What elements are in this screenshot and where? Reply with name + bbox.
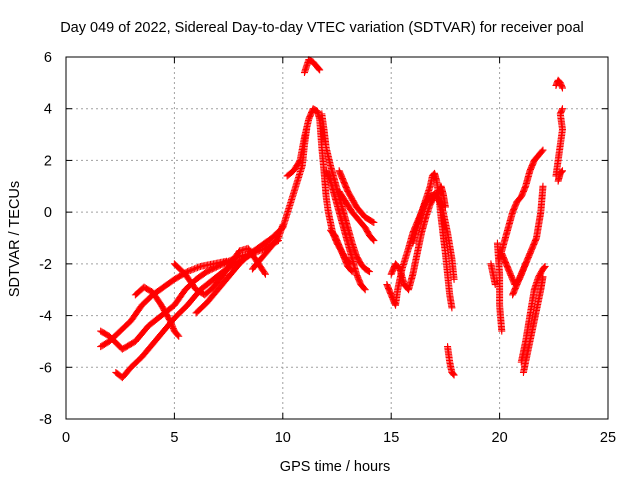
data-point bbox=[558, 105, 566, 113]
data-trace bbox=[322, 167, 369, 294]
data-point bbox=[188, 266, 196, 274]
data-point bbox=[316, 66, 324, 74]
x-tick-label: 0 bbox=[62, 430, 70, 446]
plot-frame bbox=[65, 56, 609, 420]
data-point bbox=[194, 264, 202, 272]
grid-lines bbox=[66, 57, 608, 419]
data-trace bbox=[517, 262, 549, 366]
data-point bbox=[175, 332, 183, 340]
data-point bbox=[539, 273, 547, 281]
data-trace bbox=[300, 56, 324, 77]
data-point bbox=[370, 218, 378, 226]
data-point bbox=[360, 285, 368, 293]
data-point bbox=[185, 267, 193, 275]
data-point bbox=[448, 304, 456, 312]
data-point bbox=[261, 269, 269, 277]
data-trace bbox=[552, 76, 566, 92]
data-point bbox=[558, 167, 566, 175]
data-point bbox=[369, 218, 377, 226]
data-trace bbox=[444, 343, 458, 379]
data-point bbox=[364, 267, 372, 275]
data-trace bbox=[318, 110, 374, 276]
data-point bbox=[195, 263, 203, 271]
data-points bbox=[97, 56, 566, 382]
data-point bbox=[522, 260, 530, 268]
data-point bbox=[189, 265, 197, 273]
data-point bbox=[450, 275, 458, 283]
y-tick-label: 4 bbox=[44, 102, 52, 118]
data-point bbox=[192, 264, 200, 272]
data-trace bbox=[283, 105, 354, 268]
x-axis-label: GPS time / hours bbox=[280, 459, 390, 475]
x-tick-label: 10 bbox=[275, 430, 291, 446]
y-tick-label: 2 bbox=[44, 153, 52, 169]
data-trace bbox=[496, 146, 547, 263]
y-tick-label: -2 bbox=[39, 257, 52, 273]
x-tick-label: 15 bbox=[383, 430, 399, 446]
data-trace bbox=[519, 273, 547, 376]
data-trace bbox=[487, 260, 499, 289]
data-point bbox=[449, 370, 457, 378]
y-tick-label: 0 bbox=[44, 205, 52, 221]
data-trace bbox=[409, 190, 458, 283]
data-trace bbox=[335, 167, 378, 226]
data-point bbox=[186, 266, 194, 274]
data-point bbox=[557, 168, 565, 176]
data-point bbox=[539, 182, 547, 190]
data-point bbox=[498, 327, 506, 335]
data-point bbox=[314, 64, 322, 72]
data-point bbox=[222, 257, 230, 265]
data-point bbox=[558, 168, 566, 176]
data-trace bbox=[326, 226, 356, 276]
plot-border bbox=[65, 56, 609, 420]
data-point bbox=[541, 262, 549, 270]
data-point bbox=[348, 268, 356, 276]
data-point bbox=[366, 268, 374, 276]
data-point bbox=[369, 236, 377, 244]
data-point bbox=[540, 263, 548, 271]
data-point bbox=[370, 237, 378, 245]
data-point bbox=[347, 267, 355, 275]
data-trace bbox=[509, 260, 530, 299]
data-point bbox=[361, 286, 369, 294]
y-tick-label: -4 bbox=[39, 309, 52, 325]
x-tick-label: 5 bbox=[170, 430, 178, 446]
data-trace bbox=[554, 167, 566, 185]
data-point bbox=[261, 270, 269, 278]
data-point bbox=[449, 369, 457, 377]
data-point bbox=[279, 221, 287, 229]
data-trace bbox=[131, 283, 183, 340]
data-point bbox=[538, 147, 546, 155]
data-point bbox=[174, 331, 182, 339]
y-tick-label: 6 bbox=[44, 50, 52, 66]
data-point bbox=[315, 65, 323, 73]
data-trace bbox=[170, 244, 269, 299]
data-point bbox=[540, 264, 548, 272]
x-tick-label: 20 bbox=[492, 430, 508, 446]
data-point bbox=[539, 146, 547, 154]
y-axis-ticks: -8 -6 -4 -2 0 2 4 6 bbox=[39, 50, 608, 428]
data-trace bbox=[248, 221, 287, 273]
y-tick-label: -6 bbox=[39, 360, 52, 376]
data-trace bbox=[552, 105, 566, 180]
data-point bbox=[450, 371, 458, 379]
y-axis-label: SDTVAR / TECUs bbox=[7, 181, 23, 297]
chart-title: Day 049 of 2022, Sidereal Day-to-day VTE… bbox=[60, 20, 584, 36]
data-trace bbox=[335, 187, 378, 245]
data-point bbox=[191, 265, 199, 273]
y-tick-label: -8 bbox=[39, 412, 52, 428]
data-point bbox=[558, 84, 566, 92]
x-axis-ticks: 0 5 10 15 20 25 bbox=[62, 57, 616, 446]
x-tick-label: 25 bbox=[600, 430, 616, 446]
